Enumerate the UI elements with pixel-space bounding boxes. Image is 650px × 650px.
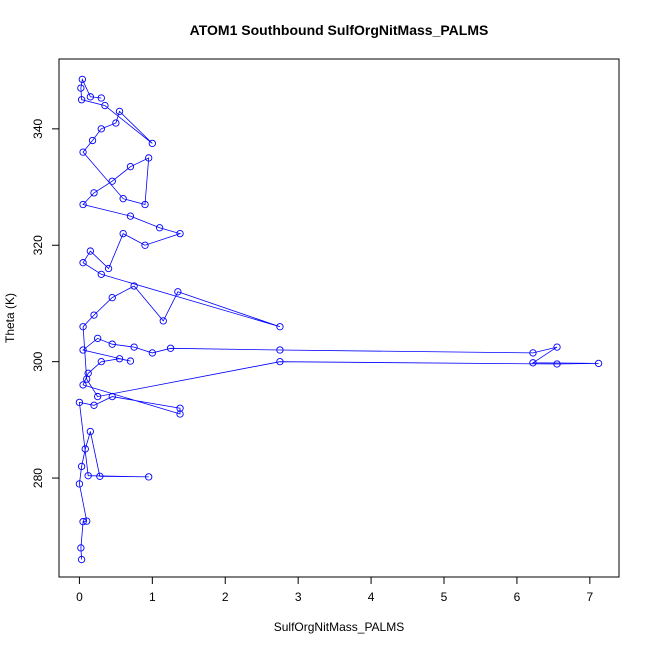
y-tick-label: 280 [31,468,45,488]
data-point [108,293,116,302]
data-point [77,462,86,471]
data-point [93,392,102,401]
data-point [83,375,91,383]
data-point [86,427,95,436]
x-tick-label: 0 [76,590,83,604]
data-point [97,358,105,366]
data-point [529,349,537,357]
data-point [96,472,104,480]
x-axis: 0 1 2 3 4 5 6 7 [76,576,593,604]
data-point [115,355,124,363]
data-point [166,344,175,352]
data-point [126,163,135,171]
data-point [276,358,284,366]
x-tick-label: 2 [222,590,229,604]
data-point [145,473,153,481]
data-point [141,241,149,249]
data-point [126,357,135,365]
data-point [77,96,86,104]
y-axis: 280 300 320 340 [31,119,60,488]
data-point [108,177,116,185]
data-point [119,195,127,203]
data-point [97,270,105,278]
x-axis-label: SulfOrgNitMass_PALMS [274,620,404,634]
data-point [77,544,85,552]
data-point [79,259,87,267]
data-point [159,317,167,325]
data-point [97,125,105,133]
data-point [90,401,98,409]
x-tick-label: 5 [441,590,448,604]
data-point [75,480,84,488]
data-point [78,75,86,84]
data-point [79,148,87,156]
data-point [276,323,284,331]
data-point [174,288,182,296]
data-point [79,323,87,331]
x-tick-label: 3 [295,590,302,604]
data-point [148,349,156,357]
data-point [145,154,153,162]
data-point [81,445,89,453]
data-point [553,343,561,351]
y-tick-label: 340 [31,119,45,139]
series-layer [75,75,603,564]
data-point [84,472,92,480]
data-point [97,94,105,102]
data-point [126,212,135,220]
data-point [176,410,184,418]
data-point [130,343,138,351]
y-tick-label: 300 [31,351,45,371]
data-point [86,93,95,101]
data-point [79,200,87,209]
data-point [112,119,120,127]
x-tick-label: 1 [149,590,156,604]
chart-title: ATOM1 Southbound SulfOrgNitMass_PALMS [190,22,489,38]
data-point [83,517,91,525]
y-tick-label: 320 [31,235,45,255]
data-point [104,264,113,273]
data-point [155,224,164,232]
data-point [529,359,537,367]
y-axis-label: Theta (K) [3,293,17,343]
data-point [176,229,184,238]
data-point [141,200,149,209]
data-point [101,101,109,110]
x-tick-label: 7 [586,590,593,604]
data-point [77,555,86,564]
data-point [148,139,156,148]
data-point [108,392,116,401]
data-point [90,311,98,319]
data-point [108,340,116,348]
data-point [86,247,95,255]
data-point [130,282,138,290]
x-tick-label: 6 [514,590,521,604]
data-point [88,136,97,145]
data-point [79,346,87,354]
data-point [75,398,84,407]
data-point [276,346,284,354]
data-point [93,334,102,343]
data-point [553,360,561,368]
data-point [79,381,87,389]
data-point [115,107,124,116]
data-point [119,229,127,238]
data-point [79,518,87,526]
data-point [90,189,98,197]
data-point [594,359,603,368]
data-point [176,404,184,412]
x-tick-label: 4 [368,590,375,604]
data-point [77,84,85,92]
